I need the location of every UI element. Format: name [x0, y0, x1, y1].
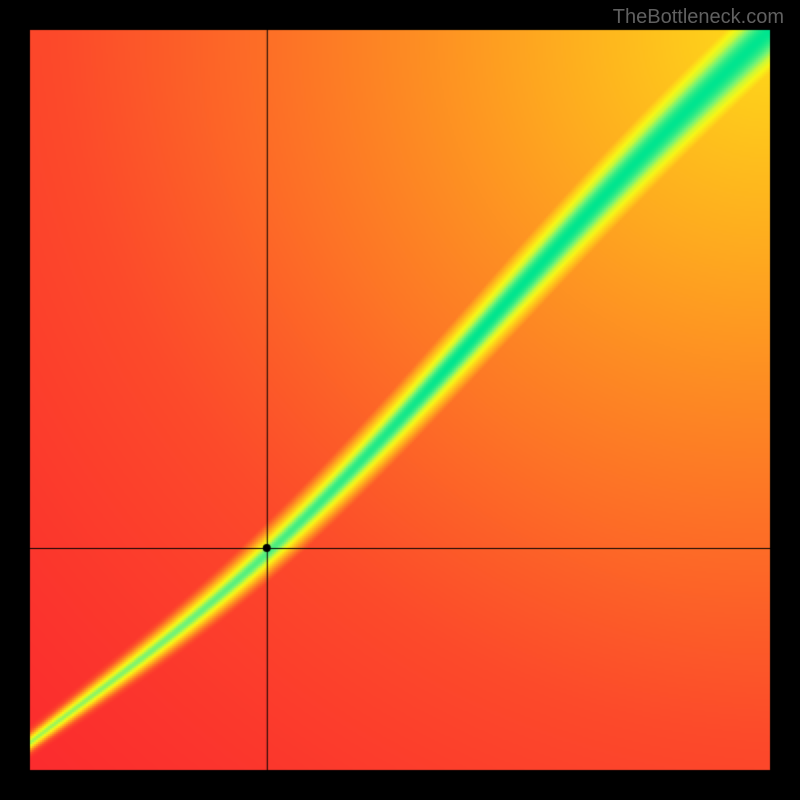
heatmap-canvas	[0, 0, 800, 800]
watermark-text: TheBottleneck.com	[613, 6, 784, 29]
chart-container: TheBottleneck.com	[0, 0, 800, 800]
